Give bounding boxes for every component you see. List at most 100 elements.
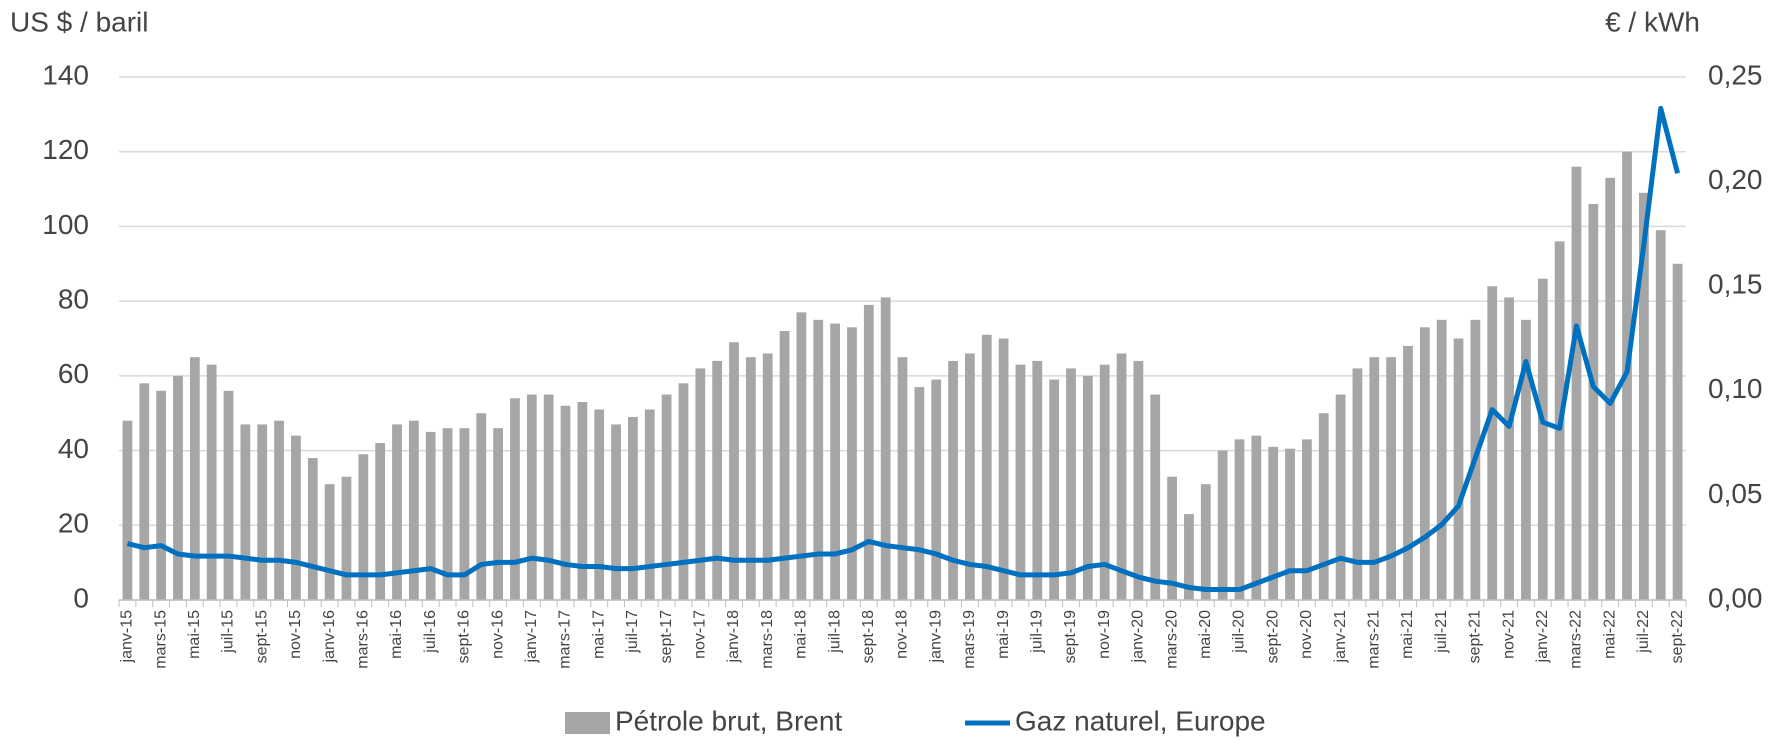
bar — [863, 304, 874, 600]
x-tick-label: janv-19 — [927, 610, 944, 664]
x-tick-label: juil-17 — [624, 610, 641, 654]
x-tick-label: mars-16 — [355, 610, 372, 669]
bar — [1150, 394, 1161, 600]
legend-label: Gaz naturel, Europe — [1015, 705, 1266, 736]
x-tick-label: mars-18 — [759, 610, 776, 669]
bar — [830, 323, 840, 600]
bar — [1184, 514, 1194, 600]
bar — [644, 409, 655, 600]
y2-axis-title: € / kWh — [1605, 6, 1700, 37]
x-tick-label: mai-21 — [1399, 610, 1416, 659]
x-tick-label: mai-18 — [793, 610, 810, 659]
y-tick-label: 0 — [73, 582, 89, 613]
bar — [1066, 368, 1076, 600]
x-tick-label: juil-21 — [1433, 610, 1450, 654]
x-tick-label: mars-19 — [961, 610, 978, 669]
y-tick-label: 120 — [42, 134, 89, 165]
bar — [931, 379, 942, 600]
bar — [1032, 360, 1043, 600]
bar — [813, 319, 824, 600]
bar — [880, 297, 891, 600]
y2-tick-label: 0,15 — [1708, 269, 1763, 300]
bar — [442, 428, 453, 600]
bar — [1049, 379, 1060, 600]
bar — [1369, 357, 1380, 600]
x-tick-label: janv-22 — [1534, 610, 1551, 664]
bar — [1133, 360, 1144, 600]
x-tick-label: juil-20 — [1231, 610, 1248, 654]
bar — [1318, 413, 1329, 600]
y-tick-label: 140 — [42, 59, 89, 90]
bar — [661, 394, 672, 600]
bar — [745, 357, 756, 600]
x-tick-label: janv-16 — [321, 610, 338, 664]
bar — [796, 312, 807, 600]
bar — [206, 364, 217, 600]
x-tick-label: mai-17 — [590, 610, 607, 659]
y-axis-title: US $ / baril — [10, 6, 149, 37]
y2-tick-label: 0,25 — [1708, 59, 1763, 90]
bar — [611, 424, 621, 600]
bar — [1672, 263, 1683, 600]
x-tick-label: janv-15 — [119, 610, 136, 664]
y-tick-label: 20 — [58, 508, 89, 539]
bar — [173, 375, 183, 600]
x-tick-label: mai-22 — [1601, 610, 1618, 659]
bar — [1605, 177, 1616, 600]
bar — [712, 360, 723, 600]
bar — [729, 342, 739, 600]
x-tick-label: janv-21 — [1332, 610, 1349, 664]
bar — [1335, 394, 1346, 600]
bar — [1386, 357, 1397, 600]
bar — [981, 334, 992, 600]
bar — [189, 357, 200, 600]
x-tick-label: nov-18 — [894, 610, 911, 659]
y2-tick-label: 0,10 — [1708, 373, 1763, 404]
bar — [762, 353, 773, 600]
bar — [274, 420, 284, 600]
bar — [1436, 319, 1447, 600]
bar — [1015, 364, 1026, 600]
bar — [1268, 446, 1279, 600]
y-tick-label: 60 — [58, 358, 89, 389]
legend-swatch — [565, 712, 610, 734]
bar — [1302, 439, 1312, 600]
bar — [1504, 297, 1514, 600]
bar — [1638, 192, 1649, 601]
bar — [628, 416, 638, 600]
bar — [1285, 448, 1295, 600]
y-tick-label: 40 — [58, 433, 89, 464]
x-tick-label: mai-16 — [388, 610, 405, 659]
bar — [998, 338, 1009, 600]
x-tick-label: sept-15 — [253, 610, 270, 663]
bar — [897, 357, 908, 600]
x-tick-label: sept-16 — [456, 610, 473, 663]
bar — [560, 405, 571, 600]
x-tick-label: nov-16 — [489, 610, 506, 659]
bar — [291, 435, 301, 600]
bar — [223, 390, 234, 600]
bar — [779, 331, 790, 600]
bar — [392, 424, 402, 600]
x-tick-label: nov-19 — [1096, 610, 1113, 659]
bar — [1453, 338, 1464, 600]
bar — [493, 428, 503, 600]
bar — [526, 394, 537, 600]
bar — [1217, 450, 1228, 600]
line — [126, 105, 1680, 593]
bar — [695, 368, 706, 600]
bar — [375, 443, 386, 600]
x-tick-label: janv-20 — [1130, 610, 1147, 664]
bar — [1200, 484, 1211, 600]
x-tick-label: juil-22 — [1635, 610, 1652, 654]
y2-tick-label: 0,05 — [1708, 478, 1763, 509]
bar — [1352, 368, 1363, 600]
bar — [341, 476, 352, 600]
x-tick-label: mai-15 — [186, 610, 203, 659]
bar — [257, 424, 268, 600]
bar — [965, 353, 975, 600]
bar — [358, 454, 369, 600]
bar — [122, 420, 133, 600]
x-tick-label: mars-17 — [557, 610, 574, 669]
bar — [594, 409, 605, 600]
